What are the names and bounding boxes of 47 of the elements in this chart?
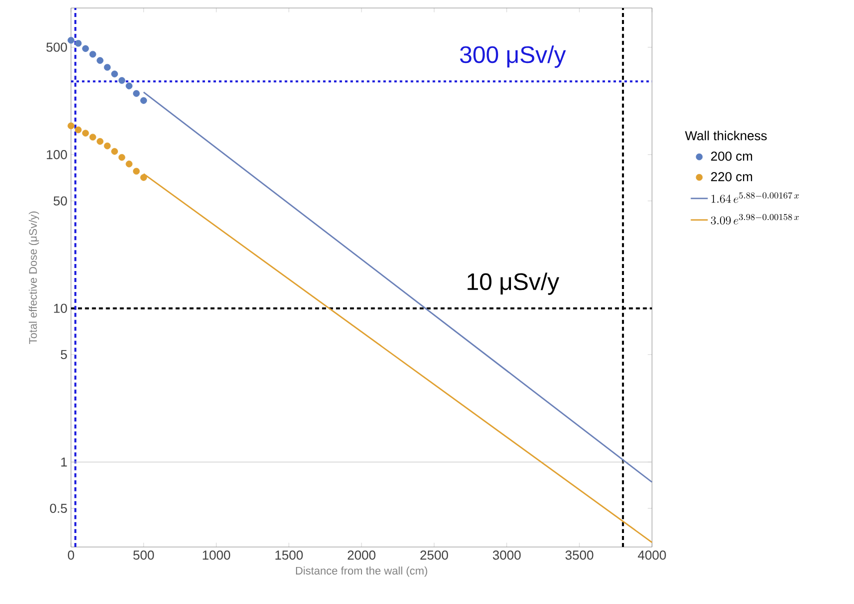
y-tick-label: 10 — [54, 304, 67, 313]
point — [82, 45, 89, 52]
point — [132, 90, 140, 97]
x-tick-label: 2500 — [420, 550, 448, 560]
x-tick-label: 3000 — [492, 550, 521, 560]
point — [118, 154, 126, 161]
y-tick-label: 5 — [60, 350, 67, 360]
y-tick-label: 0.5 — [50, 504, 67, 513]
x-tick-label: 1500 — [275, 550, 303, 560]
legend-title: Wall thickness — [685, 130, 767, 140]
point — [104, 142, 111, 150]
x-axis-title: Distance from the wall (cm) — [296, 566, 428, 577]
point — [104, 64, 111, 71]
ref-line-label: 10 μSv/y — [468, 272, 560, 295]
point — [89, 50, 96, 58]
y-tick-label: 100 — [46, 150, 67, 160]
point — [126, 160, 132, 168]
point — [118, 77, 126, 84]
y-tick-label: 500 — [46, 42, 67, 52]
y-tick-label: 50 — [54, 196, 67, 206]
x-tick-label: 4000 — [638, 550, 666, 560]
point — [132, 168, 140, 175]
point — [96, 138, 104, 145]
legend-label: $1.64\,e^{5.88-0.00167\,x}$ — [712, 192, 799, 203]
legend-label: 220 cm — [711, 172, 752, 182]
point — [140, 174, 148, 181]
point — [68, 36, 74, 44]
legend-label: $3.09\,e^{3.98-0.00158\,x}$ — [710, 214, 799, 225]
point — [74, 126, 82, 134]
y-axis-title: Total effective Dose (μSv/y) — [28, 211, 40, 344]
point — [89, 134, 96, 141]
point — [111, 70, 118, 78]
point — [126, 82, 132, 90]
point — [96, 57, 104, 64]
point — [140, 97, 148, 104]
x-tick-label: 500 — [133, 550, 154, 560]
ref-line-label: 300 μSv/y — [460, 46, 566, 68]
y-tick-label: 1 — [61, 458, 67, 466]
point — [68, 122, 74, 130]
x-tick-label: 2000 — [348, 550, 376, 560]
point — [82, 130, 89, 137]
point — [111, 148, 118, 155]
x-tick-label: 1000 — [202, 550, 230, 560]
legend-label: 200 cm — [711, 152, 752, 161]
x-tick-label: 3500 — [565, 550, 594, 560]
x-tick-label: 0 — [68, 550, 74, 560]
point — [74, 40, 82, 47]
